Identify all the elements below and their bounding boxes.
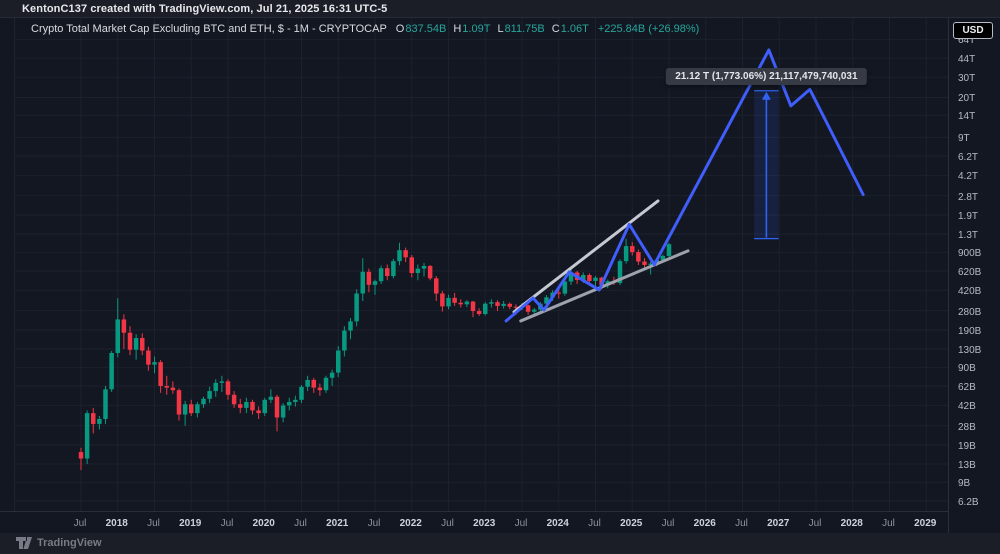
price-axis-label: 64T bbox=[958, 35, 976, 47]
measure-tooltip[interactable]: 21.12 T (1,773.06%) 21,117,479,740,031 bbox=[666, 67, 867, 85]
price-axis-label: 190B bbox=[958, 326, 982, 338]
time-axis-label: Jul bbox=[882, 518, 895, 529]
price-axis-label: 9T bbox=[958, 133, 970, 145]
price-axis-label: 19B bbox=[958, 441, 976, 453]
time-axis-label: 2019 bbox=[179, 518, 202, 529]
time-axis-label: 2021 bbox=[326, 518, 349, 529]
price-range-measure[interactable] bbox=[754, 90, 779, 240]
time-axis-label: Jul bbox=[294, 518, 307, 529]
projection-path[interactable] bbox=[504, 48, 865, 323]
price-axis[interactable]: USD 64T 44T 30T 20T 14T 9T 6.2T 4.2T 2.8T 1.9T 1.3… bbox=[948, 18, 1000, 534]
ohlc-h: H 1.09T bbox=[453, 23, 491, 35]
time-axis-label: Jul bbox=[735, 518, 748, 529]
time-axis-label: Jul bbox=[661, 518, 675, 529]
chart-widget: Crypto Total Market Cap Excluding BTC an… bbox=[0, 17, 1000, 534]
time-axis-label: Jul bbox=[367, 518, 381, 529]
time-axis-label: 2029 bbox=[914, 518, 937, 529]
price-axis-label: 6.2B bbox=[958, 496, 979, 508]
chart-canvas[interactable] bbox=[15, 18, 949, 511]
grid bbox=[15, 18, 949, 511]
ohlc-l: L 811.75B bbox=[497, 23, 545, 35]
attribution-bar: KentonC137 created with TradingView.com,… bbox=[0, 0, 1000, 17]
price-axis-label: 30T bbox=[958, 73, 976, 85]
time-axis[interactable]: Jul 2018 Jul 2019 Jul 2020 Jul 2021 Jul 2022 Jul 20… bbox=[0, 511, 948, 535]
price-axis-label: 6.2T bbox=[958, 151, 979, 163]
price-axis-label: 900B bbox=[958, 248, 982, 260]
time-axis-label: 2025 bbox=[620, 518, 643, 529]
change-value: +225.84B (+26.98%) bbox=[597, 23, 700, 35]
currency-usd-button[interactable]: USD bbox=[953, 22, 993, 39]
price-axis-label: 9B bbox=[958, 478, 971, 490]
time-axis-label: 2027 bbox=[767, 518, 790, 529]
time-axis-label: Jul bbox=[441, 518, 454, 529]
time-axis-label: 2024 bbox=[546, 518, 569, 529]
tradingview-logo-icon bbox=[16, 537, 32, 549]
price-axis-label: 420B bbox=[958, 286, 982, 298]
price-axis-label: 2.8T bbox=[958, 191, 979, 203]
price-axis-label: 280B bbox=[958, 306, 982, 318]
price-axis-label: 130B bbox=[958, 344, 982, 356]
price-axis-label: 90B bbox=[958, 363, 976, 375]
price-axis-label: 13B bbox=[958, 459, 976, 471]
tradingview-logo[interactable]: TradingView bbox=[16, 537, 102, 549]
time-axis-label: Jul bbox=[73, 518, 87, 529]
symbol-title[interactable]: Crypto Total Market Cap Excluding BTC an… bbox=[31, 23, 387, 35]
ohlc-o: O 837.54B bbox=[395, 23, 447, 35]
time-axis-label: Jul bbox=[808, 518, 822, 529]
time-axis-label: 2022 bbox=[399, 518, 422, 529]
time-axis-label: Jul bbox=[514, 518, 528, 529]
time-axis-label: Jul bbox=[588, 518, 601, 529]
price-axis-label: 1.3T bbox=[958, 229, 979, 241]
price-axis-label: 1.9T bbox=[958, 211, 979, 223]
time-axis-label: 2023 bbox=[473, 518, 496, 529]
price-axis-label: 620B bbox=[958, 266, 982, 278]
time-axis-label: 2018 bbox=[105, 518, 128, 529]
price-axis-label: 62B bbox=[958, 381, 976, 393]
price-axis-label: 4.2T bbox=[958, 171, 979, 183]
price-axis-label: 28B bbox=[958, 421, 976, 433]
price-axis-label: 14T bbox=[958, 111, 976, 123]
wedge-lower-trendline[interactable] bbox=[519, 249, 690, 323]
price-axis-label: 20T bbox=[958, 93, 976, 105]
bottom-bar: TradingView bbox=[0, 533, 1000, 554]
price-axis-label: 42B bbox=[958, 401, 976, 413]
time-axis-label: Jul bbox=[220, 518, 234, 529]
tradingview-logo-text: TradingView bbox=[37, 537, 102, 549]
time-axis-label: 2028 bbox=[840, 518, 863, 529]
time-axis-label: 2026 bbox=[693, 518, 716, 529]
price-axis-label: 44T bbox=[958, 54, 976, 66]
chart-pane[interactable]: Crypto Total Market Cap Excluding BTC an… bbox=[14, 18, 949, 511]
ohlc-values: O 837.54B H 1.09T L 811.75B C 1.06T bbox=[396, 23, 589, 35]
wedge-upper-trendline[interactable] bbox=[512, 199, 660, 314]
legend: Crypto Total Market Cap Excluding BTC an… bbox=[31, 23, 699, 35]
time-axis-label: 2020 bbox=[252, 518, 275, 529]
ohlc-c: C 1.06T bbox=[551, 23, 589, 35]
candles[interactable] bbox=[78, 238, 672, 471]
time-axis-label: Jul bbox=[147, 518, 160, 529]
attribution-text: KentonC137 created with TradingView.com,… bbox=[22, 2, 388, 15]
